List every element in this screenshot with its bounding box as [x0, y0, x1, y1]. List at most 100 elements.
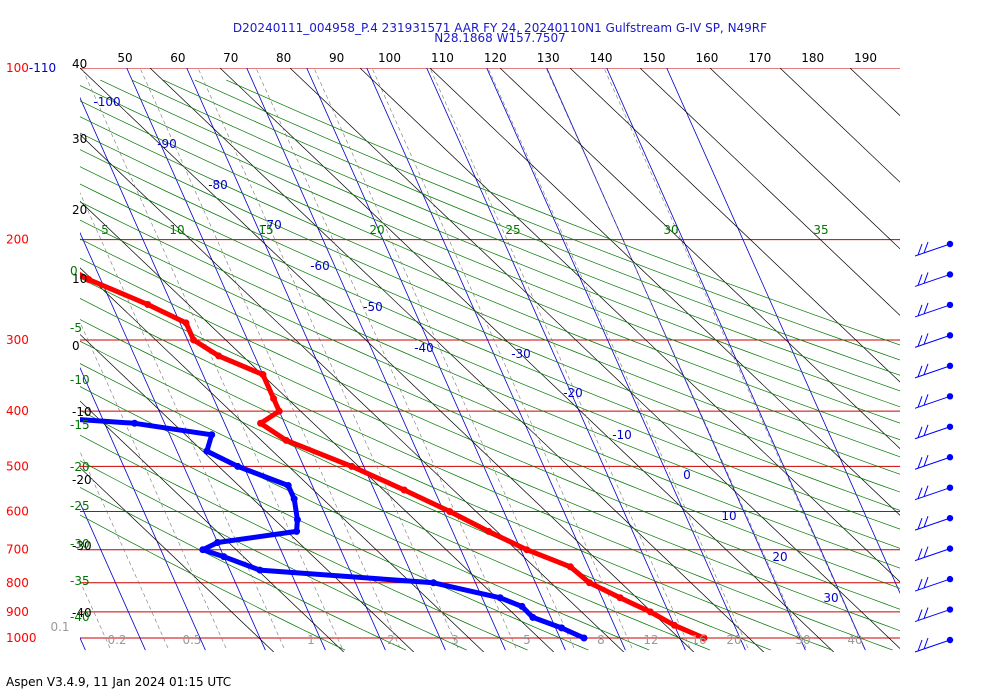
- mixing-ratio-line: [429, 68, 691, 649]
- isotherm-line: [546, 68, 806, 651]
- wind-barb-flag: [923, 333, 929, 345]
- height-label: -40: [72, 606, 92, 620]
- wind-barb-station-dot: [946, 362, 954, 370]
- wind-barb: [914, 362, 954, 379]
- wind-barb: [914, 484, 954, 501]
- top-temp-label: 160: [695, 51, 718, 65]
- dry-adiabat: [163, 79, 900, 376]
- isotherm-line: [666, 68, 900, 594]
- mixing-ratio-label: 40: [847, 633, 862, 647]
- height-label: 30: [72, 132, 87, 146]
- mixing-ratio-label: 0.1: [50, 620, 69, 634]
- dewpoint-profile-point: [0, 367, 1, 374]
- wind-barb-flag: [923, 394, 929, 406]
- dewpoint-profile-point: [199, 546, 207, 554]
- height-line: [80, 467, 275, 652]
- dry-adiabat: [80, 85, 900, 424]
- wind-barb-flag: [917, 457, 923, 469]
- wind-barb: [914, 240, 954, 257]
- dewpoint-profile-point: [214, 539, 222, 547]
- wind-barb: [914, 606, 954, 623]
- adiabat-side-label: -30: [70, 537, 90, 551]
- wind-barb: [914, 514, 954, 531]
- wind-barb-shaft: [914, 609, 951, 623]
- wind-barb-flag: [923, 607, 929, 619]
- temperature-profile-point: [259, 371, 267, 379]
- wind-barb-shaft: [914, 395, 951, 409]
- mixing-ratio-label: 2: [387, 633, 395, 647]
- height-label: -10: [72, 405, 92, 419]
- wind-barb-shaft: [914, 426, 951, 440]
- wind-barb-shaft: [914, 304, 951, 318]
- temperature-profile-point: [85, 276, 93, 284]
- wind-barb: [914, 332, 954, 348]
- dewpoint-profile-point: [429, 579, 437, 587]
- mixing-ratio-line: [197, 68, 459, 649]
- temperature-profile-point: [616, 594, 624, 602]
- dry-adiabat: [80, 100, 900, 441]
- wind-barb: [914, 301, 954, 318]
- wind-barb-flag: [923, 637, 929, 650]
- wind-barb-flag: [917, 304, 923, 317]
- wind-barb-flag: [923, 515, 929, 528]
- height-line: [80, 68, 695, 652]
- adiabat-label: 30: [663, 223, 678, 237]
- mixing-ratio-line: [313, 68, 575, 649]
- dry-adiabat: [80, 149, 900, 493]
- dry-adiabat: [80, 434, 528, 651]
- temperature-profile-point: [45, 254, 52, 261]
- isotherm-line: [426, 68, 686, 651]
- temperature-profile-point: [646, 608, 654, 616]
- pressure-label: 400: [6, 404, 29, 418]
- wind-barb-shaft: [914, 334, 951, 348]
- dewpoint-profile-point: [290, 495, 298, 503]
- pressure-label: 500: [6, 459, 29, 473]
- isotherm-line: [246, 68, 506, 651]
- wind-barb-flag: [917, 426, 923, 438]
- chart-title: D20240111_004958_P.4 231931571 AAR FY 24…: [232, 21, 768, 35]
- wind-barb: [914, 271, 954, 287]
- wind-barb-station-dot: [946, 332, 954, 339]
- adiabat-side-label: -15: [70, 418, 90, 432]
- top-temp-label: 70: [223, 51, 238, 65]
- mixing-ratio-line: [255, 68, 517, 649]
- isotherm-label: 20: [772, 550, 787, 564]
- temperature-profile-point: [348, 462, 356, 470]
- height-line: [429, 68, 900, 516]
- temperature-profile-point: [400, 486, 408, 494]
- mixing-ratio-label: 3: [451, 633, 459, 647]
- pressure-label: 800: [6, 576, 29, 590]
- isotherm-label: -70: [262, 218, 282, 232]
- wind-barb-shaft: [914, 365, 951, 379]
- wind-barb-flag: [917, 365, 923, 378]
- height-line: [639, 68, 900, 316]
- temperature-profile-point: [485, 527, 493, 535]
- footer-text: Aspen V3.4.9, 11 Jan 2024 01:15 UTC: [6, 675, 232, 689]
- wind-barb-flag: [917, 578, 923, 591]
- isotherm-label: 30: [823, 591, 838, 605]
- dewpoint-profile-point: [580, 634, 588, 642]
- top-temp-label: 80: [276, 51, 291, 65]
- height-line: [499, 68, 900, 450]
- dry-adiabat: [80, 219, 900, 569]
- isotherm-line: [186, 68, 446, 651]
- wind-barb-shaft: [914, 273, 951, 287]
- mixing-ratio-line: [545, 68, 807, 649]
- wind-barb-flag: [923, 424, 929, 436]
- dry-adiabat: [80, 298, 893, 651]
- height-line: [80, 134, 625, 652]
- wind-barb-flag: [917, 548, 923, 560]
- wind-barb-flag: [917, 639, 923, 652]
- height-label: -20: [72, 473, 92, 487]
- adiabat-label: 5: [101, 223, 109, 237]
- isotherm-line: [366, 68, 626, 651]
- dry-adiabat: [226, 79, 900, 346]
- pressure-label: 600: [6, 505, 29, 519]
- temperature-profile-point: [144, 301, 152, 309]
- temperature-profile-point: [700, 634, 708, 642]
- wind-barb-shaft: [914, 487, 951, 501]
- dry-adiabat: [80, 486, 407, 651]
- height-line: [80, 267, 485, 652]
- wind-barb-flag: [923, 576, 929, 589]
- dewpoint-profile-point: [496, 594, 504, 602]
